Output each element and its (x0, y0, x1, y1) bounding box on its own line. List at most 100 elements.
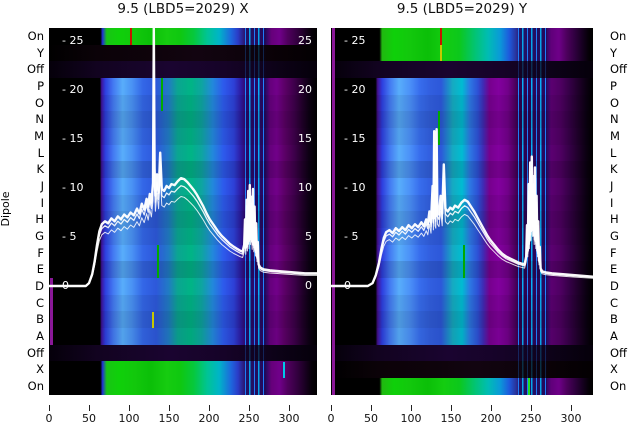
event-marker-line (282, 361, 285, 379)
overlay-tick-label: 0 (62, 279, 69, 292)
row-label-left-j: J (40, 179, 44, 194)
row-label-left-y: Y (36, 45, 44, 60)
heatmap-row-off (49, 344, 317, 362)
row-label-left-e: E (36, 262, 44, 277)
row-label-left-n: N (35, 112, 44, 127)
x-axis-tick (89, 405, 90, 411)
row-label-left-c: C (35, 295, 44, 310)
overlay-tick-label: 25 (298, 34, 312, 47)
heatmap-row-o (331, 94, 593, 112)
heatmap-row-e (49, 261, 317, 279)
intensity-trace (331, 127, 593, 288)
row-label-right-i: I (610, 195, 614, 210)
heatmap-row-n (331, 111, 593, 129)
event-marker-line (438, 111, 441, 145)
overlay-tick-label: - 10 (344, 181, 366, 194)
overlay-tick-label: - 20 (62, 83, 84, 96)
heatmap-row-b (49, 311, 317, 329)
heatmap-row-o (49, 94, 317, 112)
panel-x-title: 9.5 (LBD5=2029) X (117, 1, 249, 17)
x-axis-tick (331, 405, 332, 411)
heatmap-row-a (49, 328, 317, 345)
row-label-right-j: J (610, 179, 614, 194)
row-label-right-off: Off (610, 345, 627, 360)
overlay-tick-label: 15 (298, 132, 312, 145)
row-label-left-a: A (36, 329, 44, 344)
row-label-left-x: X (36, 362, 44, 377)
heatmap-row-y (331, 44, 593, 62)
heatmap-row-on (49, 378, 317, 395)
row-label-right-o: O (610, 95, 620, 110)
heatmap-row-x (331, 361, 593, 379)
event-marker-line (161, 78, 163, 112)
row-labels-left: On Y Off P O N M L K J I H G F E D C B A Off X On (0, 28, 44, 395)
x-axis-tick (209, 405, 210, 411)
row-label-right-k: K (610, 162, 618, 177)
event-marker-line (439, 28, 442, 45)
x-axis-tick-label: 100 (118, 412, 140, 425)
x-axis-tick-label: 0 (45, 412, 53, 425)
heatmap-row-off (331, 61, 593, 79)
event-marker-line (439, 44, 442, 62)
event-marker-line (49, 278, 53, 345)
overlay-tick-label: - 15 (62, 132, 84, 145)
row-label-left-b: B (36, 312, 44, 327)
x-axis-tick (289, 405, 290, 411)
heatmap-row-n (49, 111, 317, 129)
row-labels-right: On Y Off P O N M L K J I H G F E D C B A Off X On (610, 28, 640, 395)
heatmap-row-l (49, 144, 317, 162)
row-label-left-i: I (40, 195, 44, 210)
row-label-left-off: Off (27, 62, 44, 77)
x-axis-tick-label: 50 (364, 412, 378, 425)
heatmap-row-p (49, 78, 317, 95)
overlay-tick-label: - 5 (62, 230, 77, 243)
heatmap-row-l (331, 144, 593, 162)
x-axis-tick-label: 150 (158, 412, 180, 425)
x-axis-tick (169, 405, 170, 411)
row-label-left-k: K (36, 162, 44, 177)
x-axis-tick-label: 250 (238, 412, 260, 425)
overlay-tick-label: - 15 (344, 132, 366, 145)
overlay-tick-label: - 20 (344, 83, 366, 96)
heatmap-panel-x: - 25 25 - 20 20 - 15 15 - 10 10 - 5 5 0 0 (49, 28, 317, 395)
event-marker-line (152, 311, 155, 329)
x-axis-tick-label: 300 (278, 412, 300, 425)
x-axis-tick-label: 150 (440, 412, 462, 425)
overlay-tick-label: 5 (305, 230, 312, 243)
overlay-tick-label: 10 (298, 181, 312, 194)
row-label-left-m: M (34, 129, 44, 144)
x-axis-tick (531, 405, 532, 411)
row-label-right-b: B (610, 312, 618, 327)
row-label-right-p: P (610, 79, 617, 94)
row-label-left-d: D (35, 279, 44, 294)
heatmap-row-b (331, 311, 593, 329)
x-axis-tick (491, 405, 492, 411)
heatmap-row-on (331, 28, 593, 45)
event-marker-line (157, 244, 159, 279)
row-label-right-g: G (610, 229, 619, 244)
heatmap-panel-y: - 25 - 20 - 15 - 10 - 5 0 (331, 28, 593, 395)
x-axis-tick-label: 200 (480, 412, 502, 425)
heatmap-row-k (49, 161, 317, 179)
overlay-tick-label: 0 (344, 279, 351, 292)
heatmap-row-d (49, 278, 317, 295)
overlay-tick-label: - 5 (344, 230, 359, 243)
heatmap-row-off (49, 61, 317, 79)
row-label-right-x: X (610, 362, 618, 377)
overlay-tick-label: 0 (305, 279, 312, 292)
row-label-left-l: L (37, 145, 44, 160)
row-label-right-l: L (610, 145, 617, 160)
row-label-right-h: H (610, 212, 619, 227)
heatmap-row-d (331, 278, 593, 295)
row-label-right-d: D (610, 279, 619, 294)
x-axis-tick-label: 300 (560, 412, 582, 425)
x-axis-tick-label: 100 (400, 412, 422, 425)
x-axis-tick (371, 405, 372, 411)
event-marker-line (129, 28, 132, 45)
intensity-trace (49, 28, 317, 288)
event-marker-line (463, 244, 465, 279)
heatmap-row-y (49, 44, 317, 62)
x-axis-tick (129, 405, 130, 411)
x-axis-tick (571, 405, 572, 411)
